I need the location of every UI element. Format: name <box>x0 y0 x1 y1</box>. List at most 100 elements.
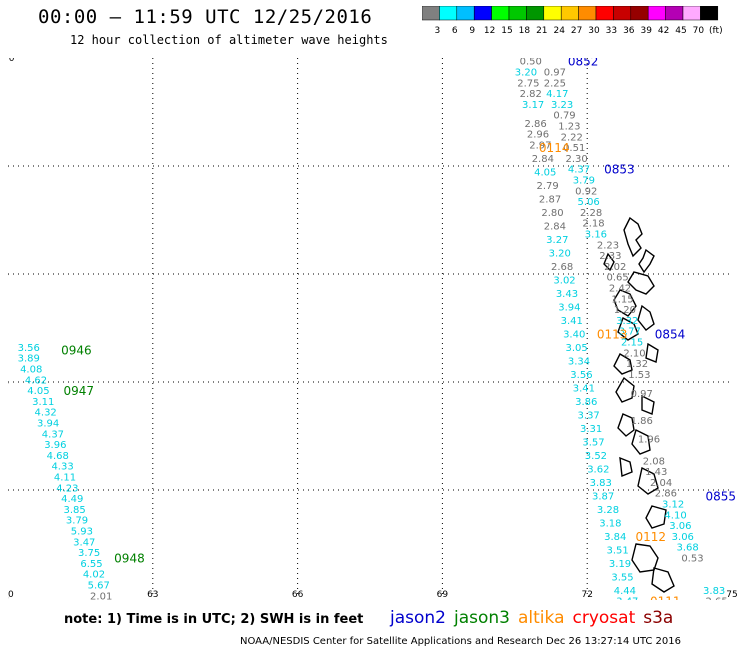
colorbar-label: 45 <box>675 26 686 36</box>
wave-height-label: 2.82 <box>520 89 542 100</box>
island-outline <box>619 456 633 477</box>
x-tick-label: 72 <box>581 590 592 600</box>
legend-item-s3a: s3a <box>643 608 674 628</box>
colorbar-label: 27 <box>571 26 582 36</box>
colorbar-label: 9 <box>469 26 475 36</box>
wave-height-label: 0.79 <box>553 111 575 122</box>
wave-height-label: 4.05 <box>27 386 49 397</box>
wave-height-label: 2.02 <box>604 262 626 273</box>
wave-height-label: 2.87 <box>539 194 561 205</box>
x-tick-label: 60 <box>8 590 14 600</box>
wave-height-label: 3.17 <box>522 100 544 111</box>
pass-time-label: 0946 <box>61 344 92 358</box>
pass-time-label: 0114 <box>539 141 570 155</box>
wave-height-label: 3.86 <box>575 397 597 408</box>
colorbar-swatch <box>560 6 579 21</box>
wave-height-label: 3.34 <box>568 356 590 367</box>
colorbar-label: 12 <box>484 26 495 36</box>
wave-height-label: 4.62 <box>25 375 47 386</box>
pass-time-label: 0854 <box>655 327 686 341</box>
wave-height-label: 3.37 <box>578 410 600 421</box>
wave-height-label: 1.23 <box>558 122 580 133</box>
wave-height-label: 2.33 <box>599 251 621 262</box>
y-tick-label: 10 <box>8 58 15 64</box>
island-outline <box>651 567 675 593</box>
colorbar-swatch <box>613 6 632 21</box>
wave-height-label: 3.79 <box>573 176 595 187</box>
pass-time-label: 0852 <box>568 58 599 69</box>
colorbar-label: 30 <box>588 26 600 36</box>
wave-height-label: 0.97 <box>544 68 566 79</box>
wave-height-label: 2.75 <box>517 78 539 89</box>
wave-height-label: 1.96 <box>638 435 660 446</box>
wave-height-label: 2.86 <box>524 119 546 130</box>
island-outline <box>603 252 615 272</box>
pass-time-label: 0947 <box>64 384 95 398</box>
y-tick-label: 0 <box>8 594 9 600</box>
wave-height-label: 3.94 <box>37 419 59 430</box>
wave-height-label: 3.40 <box>563 329 585 340</box>
wave-height-label: 3.87 <box>592 491 614 502</box>
wave-height-label: 3.68 <box>676 543 698 554</box>
wave-height-label: 4.37 <box>42 429 64 440</box>
wave-height-label: 3.79 <box>66 516 88 527</box>
island-outline <box>627 271 655 295</box>
colorbar-swatch <box>595 6 614 21</box>
wave-height-label: 4.37 <box>568 165 590 176</box>
island-outline <box>645 505 667 529</box>
colorbar-label: 33 <box>606 26 617 36</box>
colorbar-label: 21 <box>536 26 547 36</box>
colorbar-label: 6 <box>452 26 458 36</box>
colorbar-label: 70 <box>693 26 705 36</box>
colorbar-swatch <box>543 6 562 21</box>
colorbar-swatch <box>630 6 649 21</box>
wave-height-label: 3.23 <box>551 100 573 111</box>
colorbar-swatch <box>473 6 492 21</box>
pass-time-label: 0112 <box>635 530 666 544</box>
wave-height-label: 3.06 <box>672 532 694 543</box>
wave-height-label: 3.11 <box>32 397 54 408</box>
legend-item-cryosat: cryosat <box>572 608 636 628</box>
colorbar-label: 36 <box>623 26 635 36</box>
wave-height-label: 3.84 <box>604 532 626 543</box>
pass-time-label: 0113 <box>597 327 628 341</box>
wave-height-label: 0.92 <box>575 186 597 197</box>
wave-height-label: 2.22 <box>561 132 583 143</box>
island-outline <box>641 394 655 415</box>
wave-height-label: 2.42 <box>609 284 631 295</box>
colorbar-label: 39 <box>640 26 652 36</box>
wave-height-label: 1.43 <box>645 467 667 478</box>
island-outline <box>615 376 635 403</box>
x-tick-label: 63 <box>147 590 158 600</box>
colorbar-swatch <box>526 6 545 21</box>
wave-height-label: 4.68 <box>47 451 69 462</box>
x-tick-label: 75 <box>726 590 737 600</box>
wave-height-label: 3.02 <box>553 275 575 286</box>
wave-height-label: 2.96 <box>527 130 549 141</box>
wave-height-label: 3.16 <box>585 230 607 241</box>
wave-height-label: 3.06 <box>669 521 691 532</box>
wave-height-label: 2.86 <box>655 489 677 500</box>
wave-height-label: 3.43 <box>556 289 578 300</box>
colorbar-label: 24 <box>553 26 565 36</box>
wave-height-label: 3.77 <box>619 327 641 338</box>
wave-height-label: 2.80 <box>541 208 563 219</box>
wave-height-label: 3.75 <box>78 548 100 559</box>
wave-height-label: 3.18 <box>599 518 621 529</box>
color-scale-bar <box>422 6 719 21</box>
wave-height-label: 1.32 <box>626 359 648 370</box>
y-tick-label: 2 <box>8 486 9 496</box>
colorbar-swatch <box>578 6 597 21</box>
wave-height-label: 5.06 <box>578 197 600 208</box>
wave-height-label: 0.51 <box>563 143 585 154</box>
wave-height-label: 3.51 <box>607 545 629 556</box>
colorbar-swatch <box>456 6 475 21</box>
wave-height-label: 3.47 <box>616 597 638 600</box>
island-outline <box>623 216 643 258</box>
wave-height-label: 4.44 <box>614 586 636 597</box>
wave-height-label: 3.56 <box>18 343 40 354</box>
wave-height-label: 2.30 <box>565 154 587 165</box>
island-outline <box>638 248 655 274</box>
colorbar-swatch <box>439 6 458 21</box>
colorbar-swatch <box>700 6 719 21</box>
